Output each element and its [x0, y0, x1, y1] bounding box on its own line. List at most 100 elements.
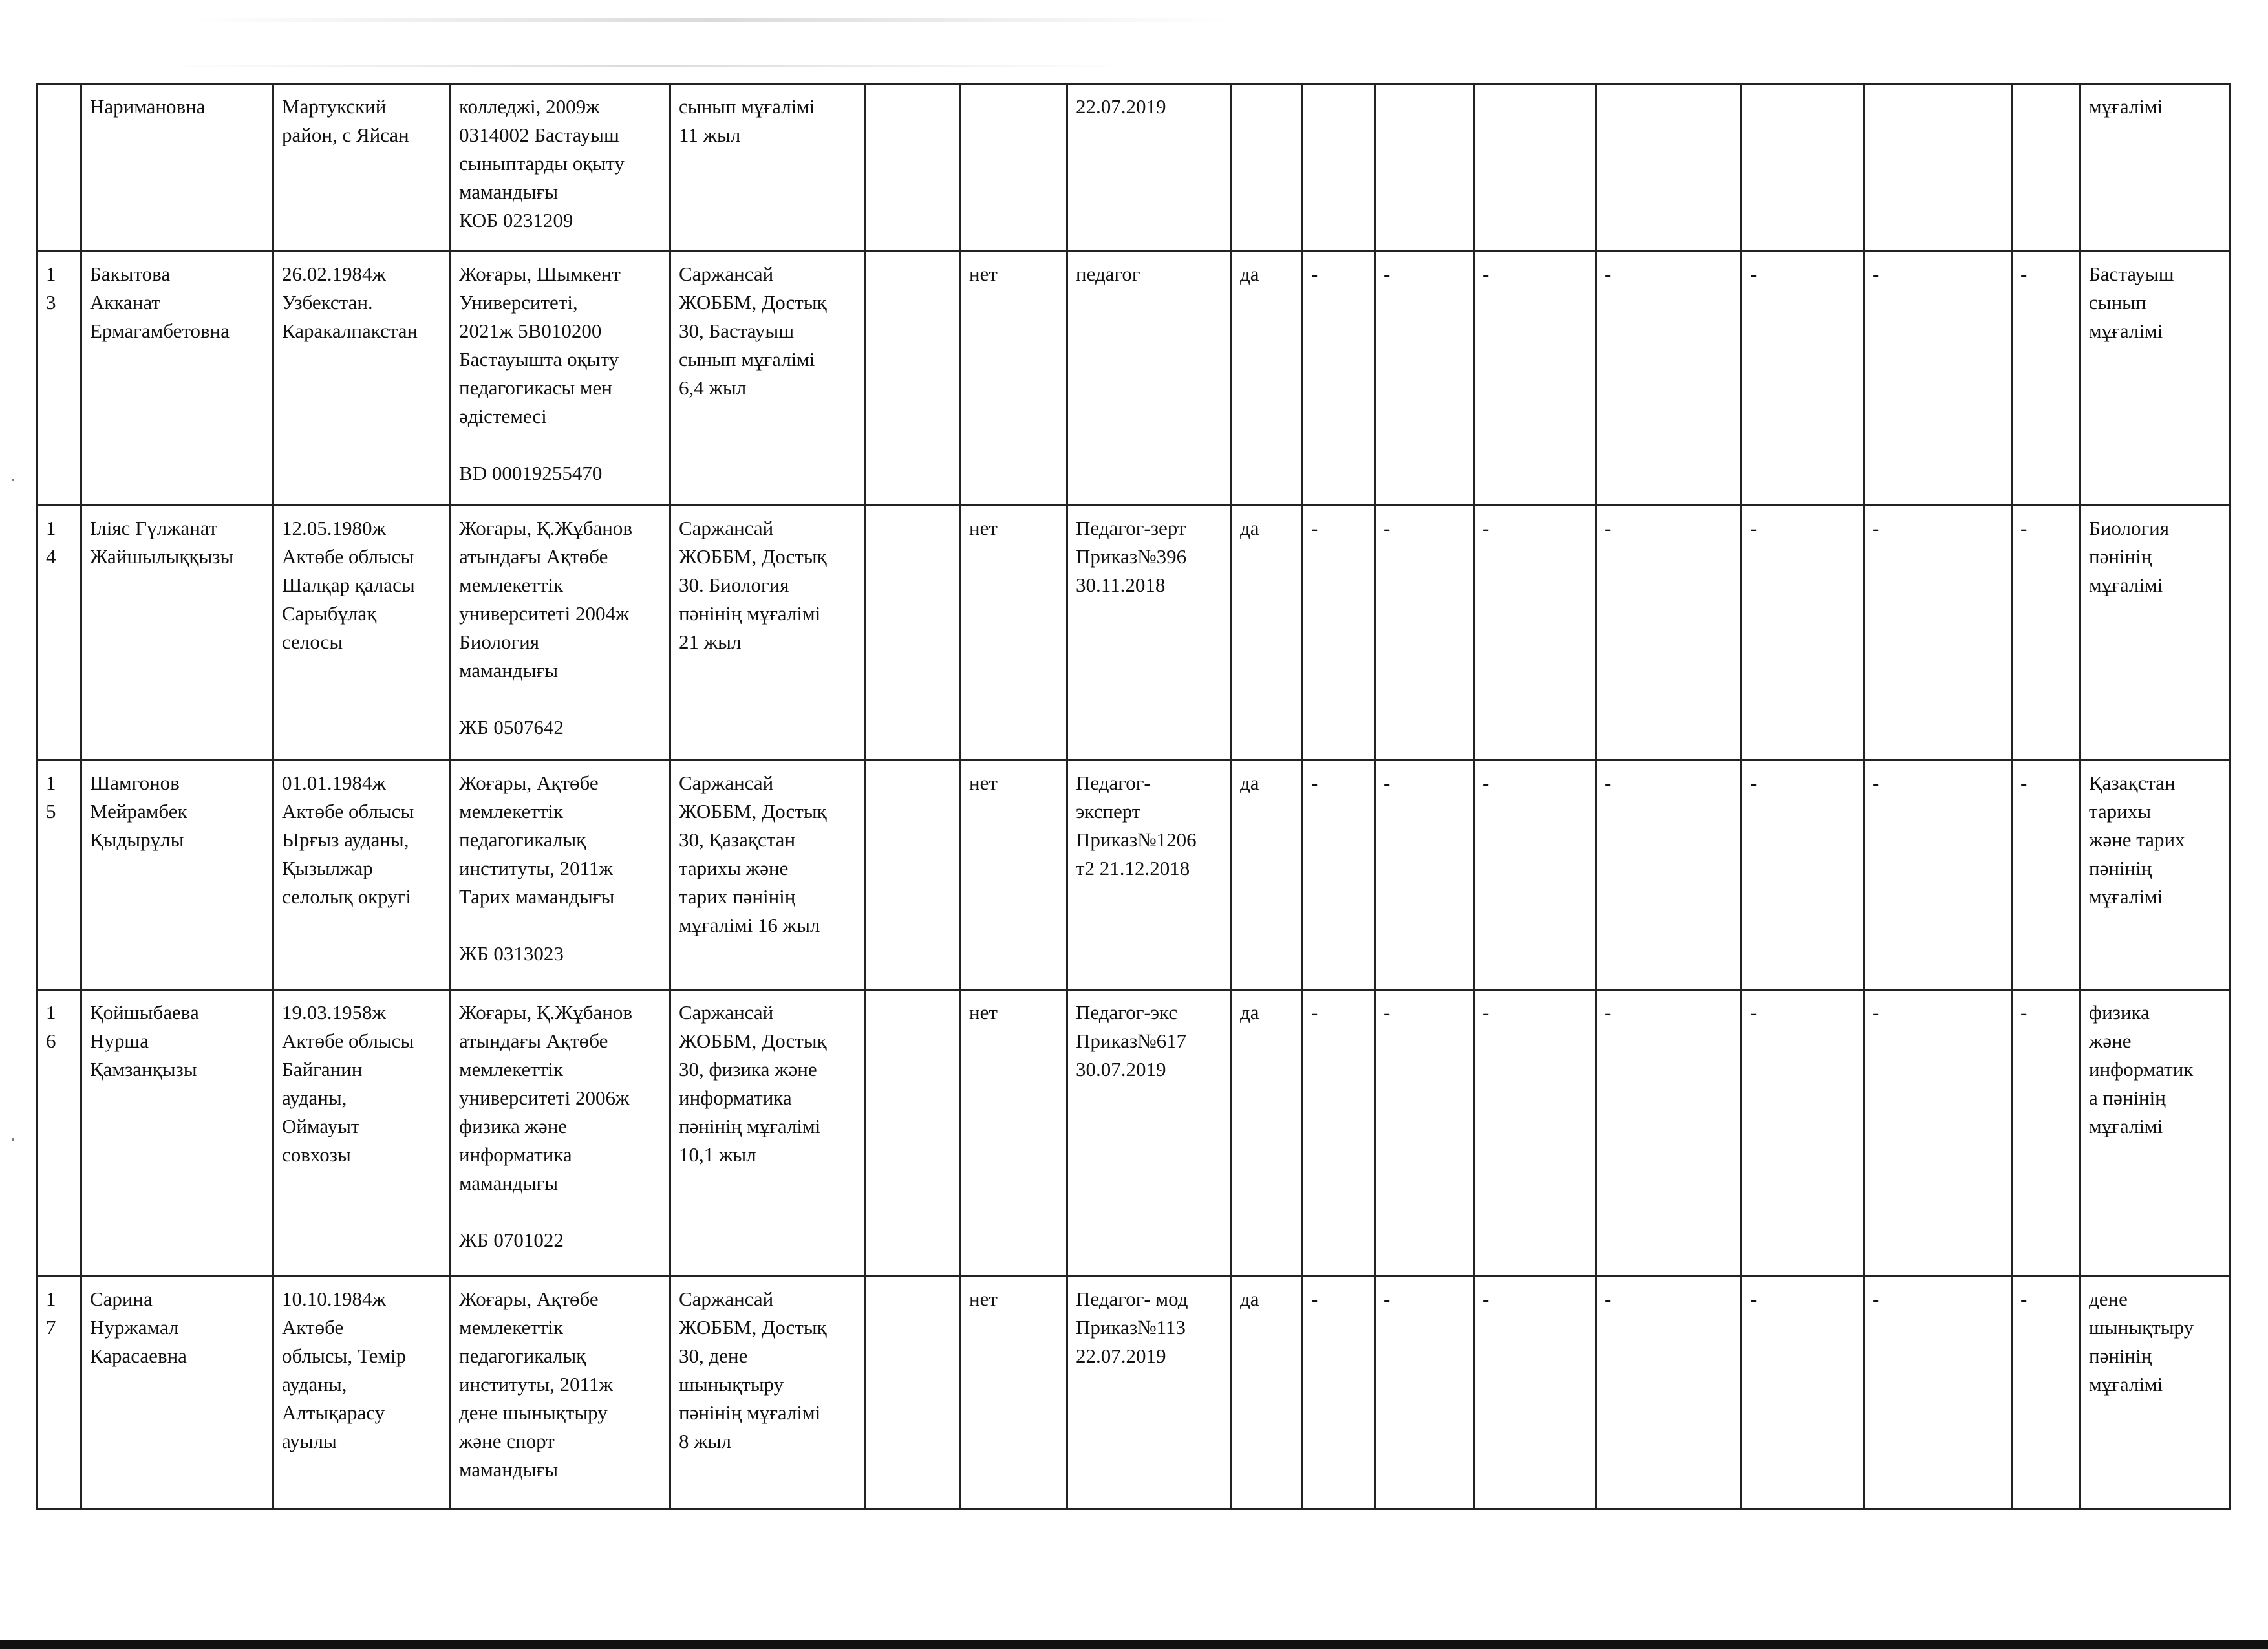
scan-artifact	[12, 479, 14, 481]
subject-cell: Қазақстан тарихы және тарих пәнінің мұға…	[2079, 759, 2231, 991]
staff-table: Наримановна Мартукский район, с Яйсан колл…	[36, 83, 2231, 1510]
birth-cell: 26.02.1984ж Узбекстан. Каракалпакстан	[272, 250, 451, 506]
name-cell: Бакытова Акканат Ермагамбетовна	[80, 250, 274, 506]
dash-cell: -	[1740, 250, 1865, 506]
dash-cell: -	[1374, 1275, 1475, 1510]
category-cell: педагог	[1066, 250, 1232, 506]
row-number-cell: 1 6	[36, 989, 82, 1277]
category-cell: Педагог- эксперт Приказ№1206 т2 21.12.20…	[1066, 759, 1232, 991]
subject-cell: дене шынықтыру пәнінің мұғалімі	[2079, 1275, 2231, 1510]
table-body: Наримановна Мартукский район, с Яйсан колл…	[36, 83, 2231, 1510]
empty-cell	[864, 989, 961, 1277]
workplace-cell: Саржансай ЖОББМ, Достық 30. Биология пән…	[669, 504, 866, 761]
name-cell: Сарина Нуржамал Карасаевна	[80, 1275, 274, 1510]
category-cell: 22.07.2019	[1066, 83, 1232, 252]
answer-cell: нет	[959, 759, 1068, 991]
birth-cell: 19.03.1958ж Актөбе облысы Байганин аудан…	[272, 989, 451, 1277]
dash-cell: -	[1473, 250, 1597, 506]
dash-cell: -	[1595, 1275, 1742, 1510]
birth-cell: 12.05.1980ж Актөбе облысы Шалқар қаласы …	[272, 504, 451, 761]
row-number-cell: 1 5	[36, 759, 82, 991]
scan-artifact	[12, 1138, 14, 1141]
answer-cell: да	[1230, 250, 1303, 506]
answer-cell	[959, 83, 1068, 252]
category-cell: Педагог-экс Приказ№617 30.07.2019	[1066, 989, 1232, 1277]
dash-cell: -	[1374, 759, 1475, 991]
dash-cell: -	[1740, 1275, 1865, 1510]
empty-cell	[864, 759, 961, 991]
dash-cell	[1863, 83, 2013, 252]
dash-cell: -	[1374, 250, 1475, 506]
scan-artifact	[194, 18, 1228, 22]
subject-cell: физика және информатик а пәнінің мұғалім…	[2079, 989, 2231, 1277]
dash-cell	[1374, 83, 1475, 252]
workplace-cell: Саржансай ЖОББМ, Достық 30, Қазақстан та…	[669, 759, 866, 991]
dash-cell: -	[1374, 989, 1475, 1277]
answer-cell: нет	[959, 250, 1068, 506]
dash-cell: -	[1473, 989, 1597, 1277]
dash-cell: -	[2011, 989, 2081, 1277]
subject-cell: мұғалімі	[2079, 83, 2231, 252]
dash-cell: -	[1595, 250, 1742, 506]
dash-cell: -	[1301, 250, 1376, 506]
workplace-cell: Саржансай ЖОББМ, Достық 30, дене шынықты…	[669, 1275, 866, 1510]
empty-cell	[864, 504, 961, 761]
education-cell: Жоғары, Ақтөбе мемлекеттік педагогикалық…	[449, 1275, 671, 1510]
name-cell: Шамгонов Мейрамбек Қыдырұлы	[80, 759, 274, 991]
subject-cell: Бастауыш сынып мұғалімі	[2079, 250, 2231, 506]
dash-cell: -	[1595, 504, 1742, 761]
table-row: 1 6 Қойшыбаева Нурша Қамзанқызы 19.03.1958…	[36, 989, 2231, 1277]
education-cell: Жоғары, Қ.Жұбанов атындағы Ақтөбе мемлек…	[449, 989, 671, 1277]
empty-cell	[864, 1275, 961, 1510]
birth-cell: 10.10.1984ж Актөбе облысы, Темір ауданы,…	[272, 1275, 451, 1510]
dash-cell: -	[1863, 250, 2013, 506]
table-row: 1 7 Сарина Нуржамал Карасаевна 10.10.1984ж…	[36, 1275, 2231, 1510]
dash-cell: -	[1863, 989, 2013, 1277]
answer-cell: да	[1230, 1275, 1303, 1510]
dash-cell: -	[1740, 504, 1865, 761]
education-cell: Жоғары, Шымкент Университеті, 2021ж 5В01…	[449, 250, 671, 506]
birth-cell: Мартукский район, с Яйсан	[272, 83, 451, 252]
dash-cell: -	[1595, 759, 1742, 991]
dash-cell	[1473, 83, 1597, 252]
dash-cell: -	[2011, 759, 2081, 991]
answer-cell: нет	[959, 504, 1068, 761]
dash-cell: -	[1301, 1275, 1376, 1510]
category-cell: Педагог- мод Приказ№113 22.07.2019	[1066, 1275, 1232, 1510]
dash-cell: -	[1301, 759, 1376, 991]
dash-cell: -	[1740, 759, 1865, 991]
dash-cell: -	[1301, 989, 1376, 1277]
dash-cell: -	[1863, 504, 2013, 761]
answer-cell: да	[1230, 759, 1303, 991]
empty-cell	[864, 83, 961, 252]
dash-cell	[1595, 83, 1742, 252]
row-number-cell	[36, 83, 82, 252]
dash-cell: -	[1473, 759, 1597, 991]
dash-cell	[2011, 83, 2081, 252]
empty-cell	[864, 250, 961, 506]
table-row: 1 5 Шамгонов Мейрамбек Қыдырұлы 01.01.1984…	[36, 759, 2231, 991]
answer-cell: да	[1230, 989, 1303, 1277]
table-row: 1 4 Іліяс Гүлжанат Жайшылыққызы 12.05.1980…	[36, 504, 2231, 761]
dash-cell: -	[1863, 759, 2013, 991]
answer-cell	[1230, 83, 1303, 252]
dash-cell	[1301, 83, 1376, 252]
workplace-cell: Саржансай ЖОББМ, Достық 30, физика және …	[669, 989, 866, 1277]
dash-cell: -	[2011, 1275, 2081, 1510]
dash-cell: -	[2011, 250, 2081, 506]
dash-cell: -	[1301, 504, 1376, 761]
table-row: 1 3 Бакытова Акканат Ермагамбетовна 26.02.…	[36, 250, 2231, 506]
category-cell: Педагог-зерт Приказ№396 30.11.2018	[1066, 504, 1232, 761]
answer-cell: да	[1230, 504, 1303, 761]
row-number-cell: 1 4	[36, 504, 82, 761]
row-number-cell: 1 7	[36, 1275, 82, 1510]
name-cell: Қойшыбаева Нурша Қамзанқызы	[80, 989, 274, 1277]
answer-cell: нет	[959, 1275, 1068, 1510]
subject-cell: Биология пәнінің мұғалімі	[2079, 504, 2231, 761]
name-cell: Наримановна	[80, 83, 274, 252]
dash-cell: -	[1863, 1275, 2013, 1510]
dash-cell: -	[1595, 989, 1742, 1277]
workplace-cell: Саржансай ЖОББМ, Достық 30, Бастауыш сын…	[669, 250, 866, 506]
scan-artifact	[162, 65, 1131, 67]
name-cell: Іліяс Гүлжанат Жайшылыққызы	[80, 504, 274, 761]
